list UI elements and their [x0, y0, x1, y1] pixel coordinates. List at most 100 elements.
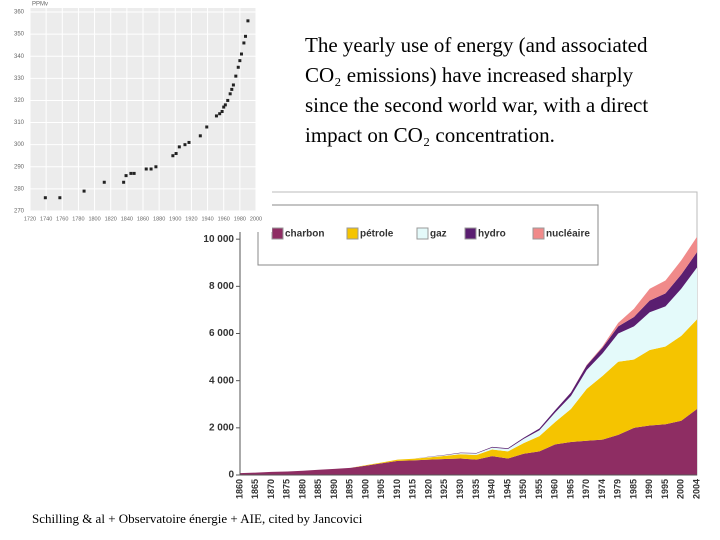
area: [240, 267, 697, 474]
legend-swatch: [464, 227, 477, 240]
y-tick-label: 270: [14, 209, 25, 215]
point: [82, 189, 86, 193]
y-tick-label: 280: [14, 186, 25, 192]
x-tick-label: 1995: [660, 479, 670, 499]
x-tick-label: 1925: [439, 479, 449, 499]
point: [205, 125, 209, 129]
legend-label: nucléaire: [546, 229, 590, 240]
y-tick-label: 2 000: [209, 422, 234, 433]
legend-label: pétrole: [360, 229, 394, 240]
point: [231, 83, 235, 87]
y-tick-label: 4 000: [209, 375, 234, 386]
point: [198, 134, 202, 138]
point: [58, 196, 62, 200]
x-tick-label: 1965: [565, 479, 575, 499]
legend-label: hydro: [478, 229, 506, 240]
x-tick-label: 1720: [24, 216, 36, 222]
point: [187, 140, 191, 144]
x-tick-label: 2000: [676, 479, 686, 499]
x-tick-label: 1800: [88, 216, 100, 222]
legend-swatch: [271, 227, 284, 240]
point: [177, 145, 181, 149]
point: [154, 165, 158, 169]
point: [222, 105, 226, 109]
x-tick-label: 1930: [455, 479, 465, 499]
x-tick-label: 1880: [297, 479, 307, 499]
x-tick-label: 1900: [360, 479, 370, 499]
point: [220, 110, 224, 113]
slide-text: The yearly use of energy (and associated…: [305, 33, 649, 147]
point: [218, 112, 222, 116]
legend-swatch: [346, 227, 359, 240]
point: [43, 196, 47, 200]
x-tick-label: 1945: [502, 479, 512, 499]
x-tick-label: 1970: [581, 479, 591, 499]
point: [223, 103, 227, 107]
y-tick-label: 6 000: [209, 328, 234, 339]
point: [171, 154, 175, 158]
x-tick-label: 1860: [137, 216, 149, 222]
point: [236, 65, 240, 69]
y-tick-label: 290: [14, 164, 25, 170]
point: [183, 143, 187, 147]
y-tick-label: 310: [14, 120, 25, 126]
x-tick-label: 1865: [250, 479, 260, 499]
x-tick-label: 1890: [329, 479, 339, 499]
point: [149, 167, 153, 171]
x-tick-label: 1940: [487, 479, 497, 499]
x-tick-label: 1880: [153, 216, 165, 222]
x-tick-label: 1935: [471, 479, 481, 499]
point: [124, 174, 128, 178]
point: [244, 34, 248, 38]
co2-chart: 270 280 290 300 310 320 330 340 350 360 1720 1740 17…: [0, 0, 272, 232]
x-tick-label: 1974: [597, 479, 607, 499]
legend-swatch: [532, 227, 545, 240]
x-tick-label: 1840: [121, 216, 133, 222]
x-tick-label: 1780: [72, 216, 84, 222]
x-tick-label: 1875: [282, 479, 292, 499]
point: [174, 152, 178, 156]
y-tick-label: 360: [14, 10, 25, 16]
point: [129, 171, 133, 175]
x-tick-label: 1985: [628, 479, 638, 499]
y-tick-label: 10 000: [203, 234, 234, 245]
point: [132, 171, 136, 175]
x-tick-label: 1920: [185, 216, 197, 222]
x-tick-label: 2000: [250, 216, 262, 222]
x-tick-label: 1895: [345, 479, 355, 499]
point: [228, 92, 232, 96]
y-axis-label: PPMv: [32, 2, 48, 8]
x-tick-label: 1980: [234, 216, 246, 222]
point: [144, 167, 148, 171]
point: [226, 98, 230, 102]
x-tick-label: 1960: [218, 216, 230, 222]
x-tick-label: 1960: [550, 479, 560, 499]
x-tick-label: 1860: [234, 479, 244, 499]
point: [242, 41, 246, 45]
point: [239, 52, 243, 56]
x-tick-label: 1915: [408, 479, 418, 499]
area: [240, 408, 697, 475]
x-tick-label: 1910: [392, 479, 402, 499]
legend-label: charbon: [285, 229, 324, 240]
x-tick-label: 1870: [266, 479, 276, 499]
y-tick-label: 8 000: [209, 281, 234, 292]
legend-label: gaz: [430, 229, 447, 240]
area: [240, 319, 697, 474]
point: [238, 59, 242, 63]
x-tick-label: 1955: [534, 479, 544, 499]
y-tick-label: 300: [14, 142, 25, 148]
point: [230, 87, 234, 91]
x-tick-label: 1940: [201, 216, 213, 222]
y-tick-label: 330: [14, 76, 25, 82]
point: [214, 114, 218, 118]
x-tick-label: 1885: [313, 479, 323, 499]
y-tick-label: 350: [14, 32, 25, 38]
point: [234, 74, 238, 78]
x-tick-label: 1760: [56, 216, 68, 222]
point: [122, 180, 126, 184]
x-tick-label: 1979: [613, 479, 623, 499]
y-tick-label: 340: [14, 54, 25, 60]
